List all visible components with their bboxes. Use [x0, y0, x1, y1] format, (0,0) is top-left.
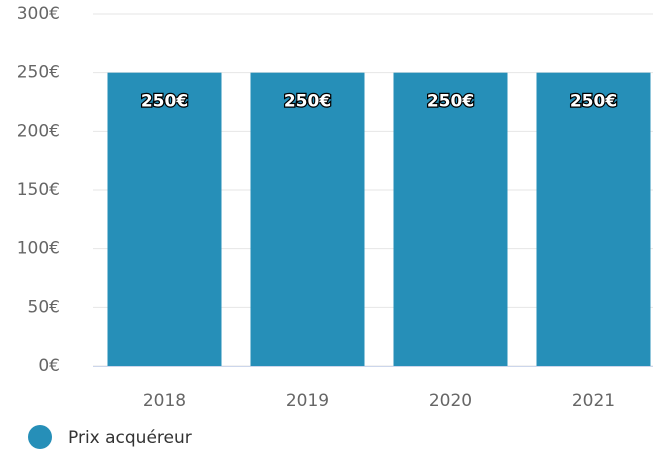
- y-tick-label: 300€: [17, 4, 60, 24]
- data-label: 250€: [427, 92, 474, 112]
- legend-label: Prix acquéreur: [68, 428, 192, 448]
- data-label: 250€: [141, 92, 188, 112]
- y-tick-label: 100€: [17, 239, 60, 259]
- y-tick-label: 200€: [17, 121, 60, 141]
- x-tick-label: 2019: [286, 391, 329, 411]
- x-tick-label: 2020: [429, 391, 472, 411]
- data-label: 250€: [284, 92, 331, 112]
- x-tick-label: 2021: [572, 391, 615, 411]
- y-tick-label: 50€: [28, 297, 60, 317]
- y-tick-label: 150€: [17, 180, 60, 200]
- bar: [107, 72, 222, 367]
- data-label: 250€: [570, 92, 617, 112]
- bar: [250, 72, 365, 367]
- bar: [393, 72, 508, 367]
- legend-marker: [28, 425, 52, 449]
- y-tick-label: 0€: [38, 356, 60, 376]
- bar: [536, 72, 651, 367]
- y-tick-label: 250€: [17, 63, 60, 83]
- x-tick-label: 2018: [143, 391, 186, 411]
